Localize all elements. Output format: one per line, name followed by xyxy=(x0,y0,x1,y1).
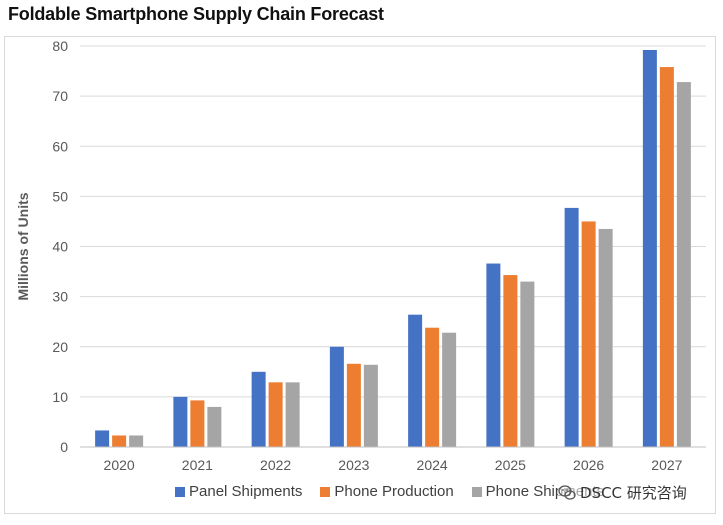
bar-phone-production-2022 xyxy=(268,382,283,447)
wechat-icon xyxy=(558,484,576,500)
bar-phone-production-2024 xyxy=(425,327,440,447)
bar-panel-shipments-2025 xyxy=(486,263,501,447)
legend-label: Panel Shipments xyxy=(189,483,303,500)
bar-phone-shipments-2025 xyxy=(520,281,535,447)
bar-phone-shipments-2023 xyxy=(363,364,378,447)
bar-phone-shipments-2026 xyxy=(598,228,613,447)
legend-swatch-panel xyxy=(175,486,185,497)
bar-phone-production-2020 xyxy=(112,435,127,447)
bar-phone-shipments-2021 xyxy=(207,406,222,447)
y-tick-label: 80 xyxy=(52,38,68,54)
y-tick-label: 20 xyxy=(52,339,68,355)
y-tick-label: 40 xyxy=(52,239,68,255)
y-tick-label: 30 xyxy=(52,289,68,305)
chart-frame xyxy=(4,36,716,514)
x-tick-label: 2026 xyxy=(573,457,604,473)
x-tick-label: 2022 xyxy=(260,457,291,473)
watermark: DSCC 研究咨询 xyxy=(558,482,687,503)
y-tick-label: 10 xyxy=(52,389,68,405)
bar-phone-production-2021 xyxy=(190,400,205,447)
y-tick-label: 60 xyxy=(52,138,68,154)
x-tick-label: 2020 xyxy=(104,457,135,473)
bar-phone-shipments-2024 xyxy=(442,332,457,447)
bar-phone-production-2026 xyxy=(581,221,596,447)
bar-panel-shipments-2024 xyxy=(408,314,423,447)
x-tick-label: 2027 xyxy=(651,457,682,473)
y-tick-label: 50 xyxy=(52,188,68,204)
legend-swatch-shipments xyxy=(471,486,482,497)
legend-item-phone-production: Phone Production xyxy=(320,483,454,500)
y-tick-label: 0 xyxy=(60,439,68,455)
bar-phone-production-2023 xyxy=(346,363,361,447)
watermark-text: DSCC 研究咨询 xyxy=(580,484,687,502)
bar-panel-shipments-2023 xyxy=(329,346,344,447)
legend-label: Phone Production xyxy=(334,483,454,500)
bar-panel-shipments-2021 xyxy=(173,396,188,447)
bar-phone-production-2025 xyxy=(503,275,518,447)
legend-item-panel-shipments: Panel Shipments xyxy=(175,483,302,500)
y-axis-label: Millions of Units xyxy=(15,192,31,300)
bar-phone-shipments-2022 xyxy=(285,382,300,447)
x-tick-label: 2024 xyxy=(417,457,448,473)
bar-panel-shipments-2026 xyxy=(564,207,579,447)
y-tick-label: 70 xyxy=(52,88,68,104)
bar-panel-shipments-2022 xyxy=(251,371,266,447)
bar-phone-shipments-2020 xyxy=(129,435,144,447)
x-tick-label: 2023 xyxy=(338,457,369,473)
bar-phone-production-2027 xyxy=(659,67,674,448)
bar-phone-shipments-2027 xyxy=(676,82,691,447)
chart-title: Foldable Smartphone Supply Chain Forecas… xyxy=(8,4,384,24)
bar-panel-shipments-2020 xyxy=(95,430,110,447)
chart-legend: Panel Shipments Phone Production Phone S… xyxy=(175,483,604,500)
legend-swatch-production xyxy=(320,486,331,497)
x-tick-label: 2021 xyxy=(182,457,213,473)
bar-panel-shipments-2027 xyxy=(642,50,657,447)
x-tick-label: 2025 xyxy=(495,457,526,473)
